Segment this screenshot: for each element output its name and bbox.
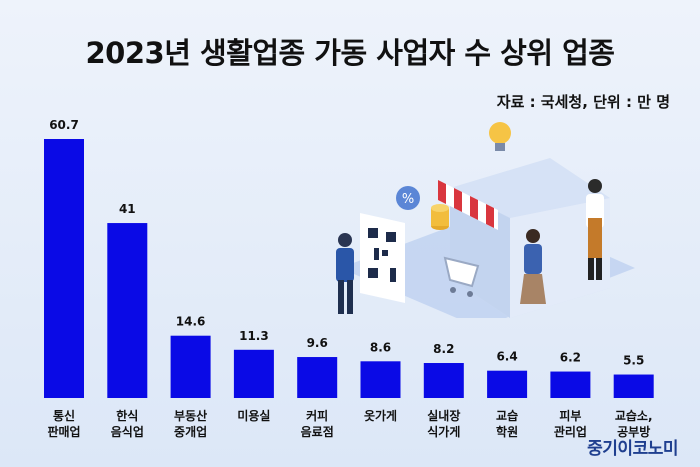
category-label: 실내장 식가게	[427, 408, 460, 439]
category-label: 커피 음료점	[301, 408, 334, 439]
bar	[170, 335, 211, 398]
lightbulb-icon	[489, 122, 511, 151]
bar	[360, 361, 401, 398]
storefront-illustration: %	[336, 122, 635, 318]
bar	[550, 371, 591, 398]
value-label: 11.3	[239, 329, 269, 343]
person-icon	[520, 229, 546, 304]
person-icon	[586, 179, 604, 280]
chart-title: 2023년 생활업종 가동 사업자 수 상위 업종	[85, 36, 616, 70]
bar	[613, 374, 654, 398]
shopping-cart-icon	[443, 256, 480, 297]
value-label: 41	[119, 202, 136, 216]
value-label: 60.7	[49, 118, 79, 132]
bar	[233, 349, 274, 398]
category-label: 통신 판매업	[47, 408, 80, 439]
category-label: 교습 학원	[496, 409, 518, 439]
value-label: 6.4	[496, 350, 517, 364]
awning-icon	[438, 180, 498, 230]
category-label: 옷가게	[364, 408, 397, 423]
coins-icon	[431, 204, 449, 230]
category-label: 피부 관리업	[554, 408, 587, 439]
percent-icon: %	[396, 186, 420, 210]
category-label: 한식 음식업	[111, 408, 144, 439]
source-note: 자료 : 국세청, 단위 : 만 명	[496, 93, 670, 111]
value-label: 6.2	[560, 351, 581, 365]
value-label: 9.6	[307, 336, 328, 350]
bar	[487, 370, 528, 398]
svg-text:%: %	[402, 192, 414, 207]
qr-code-icon	[360, 213, 405, 303]
bar	[423, 363, 464, 398]
bar	[44, 139, 84, 398]
category-label: 교습소, 공부방	[615, 409, 653, 439]
value-label: 14.6	[176, 315, 206, 329]
bar	[297, 357, 338, 398]
value-label: 8.6	[370, 340, 391, 354]
value-label: 8.2	[433, 342, 454, 356]
person-icon	[336, 233, 354, 314]
publisher-logo: 중기이코노미	[587, 439, 678, 459]
bar	[107, 223, 148, 398]
category-label: 부동산 중개업	[174, 408, 207, 439]
value-label: 5.5	[623, 354, 644, 368]
category-label: 미용실	[237, 408, 270, 423]
